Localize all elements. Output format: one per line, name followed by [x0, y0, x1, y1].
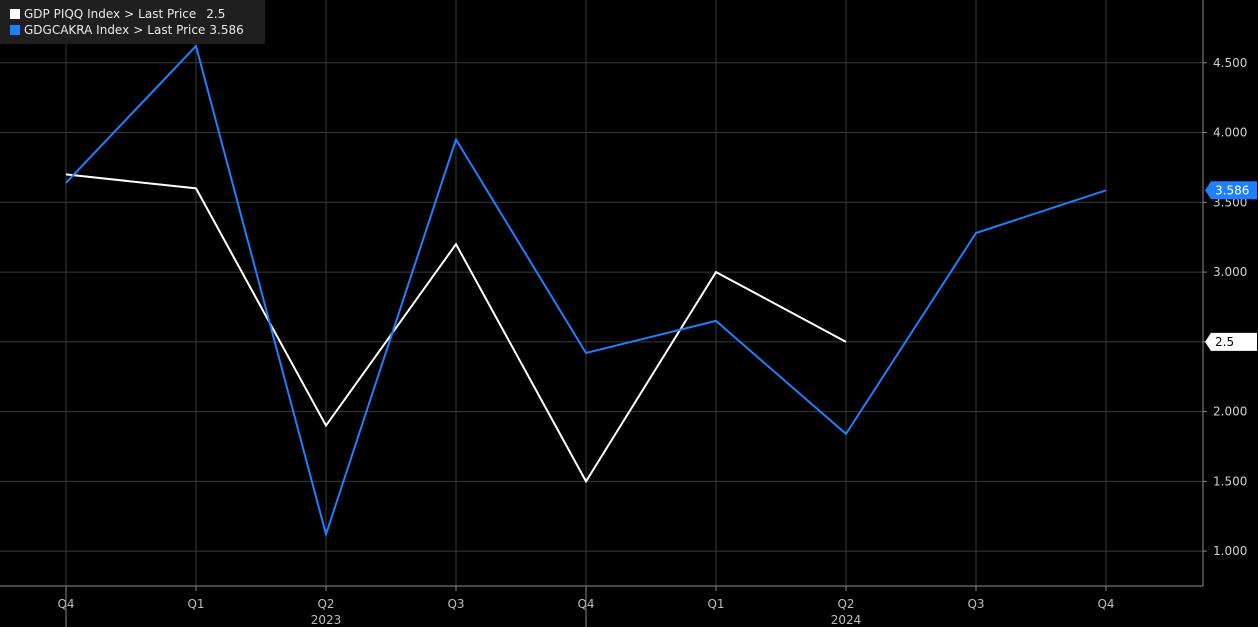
last-value-tag — [1205, 332, 1257, 351]
y-tick-label: 3.000 — [1213, 265, 1247, 279]
y-tick-label: 1.500 — [1213, 474, 1247, 488]
legend-index-name: GDP PIQQ Index — [24, 7, 121, 21]
y-tick-label: 2.000 — [1213, 405, 1247, 419]
y-tick-label: 4.500 — [1213, 56, 1247, 70]
axes — [0, 0, 1204, 587]
x-tick-label: Q4 — [1097, 597, 1114, 611]
y-tick-label: 4.000 — [1213, 126, 1247, 140]
legend-swatch-icon — [10, 25, 20, 35]
legend-value: 3.586 — [209, 23, 244, 37]
legend-separator: > — [124, 7, 135, 21]
x-tick-label: Q1 — [707, 597, 724, 611]
gridlines — [0, 0, 1203, 586]
legend-entry-gdgcakra[interactable]: GDGCAKRA Index > Last Price 3.586 — [0, 22, 265, 38]
x-tick-label: Q3 — [447, 597, 464, 611]
x-tick-label: Q1 — [187, 597, 204, 611]
chart-legend: GDP PIQQ Index > Last Price 2.5 GDGCAKRA… — [0, 0, 265, 44]
last-value-tags: 2.5 3.586 — [1205, 181, 1257, 351]
last-value-tag — [1205, 181, 1257, 200]
x-tick-label: Q2 — [317, 597, 334, 611]
last-value-label: 2.5 — [1215, 335, 1234, 349]
legend-field: Last Price — [147, 23, 206, 37]
y-tick-label: 1.000 — [1213, 544, 1247, 558]
x-year-label: 2024 — [831, 613, 862, 627]
series-lines — [65, 44, 1107, 538]
legend-index-name: GDGCAKRA Index — [24, 23, 130, 37]
legend-field: Last Price — [138, 7, 197, 21]
x-tick-label: Q2 — [837, 597, 854, 611]
x-tick-label: Q3 — [967, 597, 984, 611]
legend-entry-gdp-piqq[interactable]: GDP PIQQ Index > Last Price 2.5 — [0, 6, 265, 22]
legend-value: 2.5 — [206, 7, 226, 21]
legend-swatch-icon — [10, 9, 20, 19]
legend-separator: > — [133, 23, 144, 37]
last-value-label: 3.586 — [1215, 183, 1249, 197]
x-year-label: 2023 — [311, 613, 342, 627]
